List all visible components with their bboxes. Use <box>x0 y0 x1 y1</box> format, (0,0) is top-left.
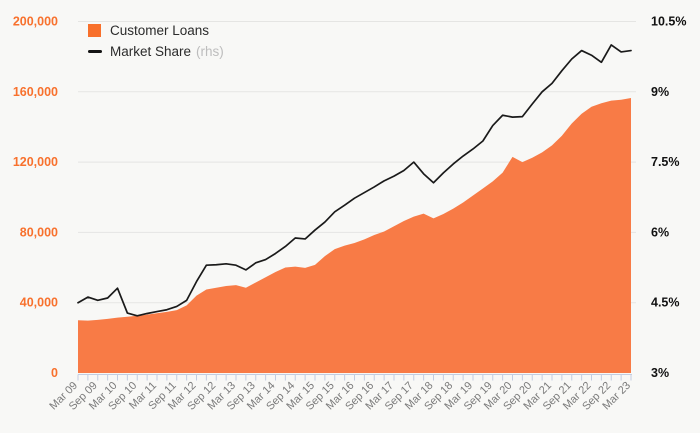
right-axis-tick-label: 6% <box>651 225 669 239</box>
left-axis-tick-label: 40,000 <box>20 296 58 310</box>
market-share-line-icon <box>88 49 102 53</box>
customer-loans-swatch-icon <box>88 23 101 37</box>
left-axis-tick-label: 0 <box>51 366 58 380</box>
left-axis-tick-label: 200,000 <box>13 15 58 29</box>
market-share-line <box>77 44 632 317</box>
right-axis-tick-label: 4.5% <box>651 296 680 310</box>
legend-item-market-share: Market Share (rhs) <box>88 43 224 59</box>
chart-legend: Customer Loans Market Share (rhs) <box>88 22 224 59</box>
left-axis-tick-label: 160,000 <box>13 85 58 99</box>
left-axis-tick-label: 80,000 <box>20 225 58 239</box>
customer-loans-area <box>78 97 631 373</box>
legend-item-customer-loans: Customer Loans <box>88 22 224 38</box>
left-axis-tick-label: 120,000 <box>13 155 58 169</box>
legend-label-rhs-suffix: (rhs) <box>196 43 224 59</box>
right-axis-tick-label: 10.5% <box>651 15 686 29</box>
legend-label-customer-loans: Customer Loans <box>110 22 210 38</box>
legend-label-market-share: Market Share <box>110 43 192 59</box>
right-axis-tick-label: 9% <box>651 85 669 99</box>
right-axis-tick-label: 3% <box>651 366 669 380</box>
right-axis-tick-label: 7.5% <box>651 155 680 169</box>
